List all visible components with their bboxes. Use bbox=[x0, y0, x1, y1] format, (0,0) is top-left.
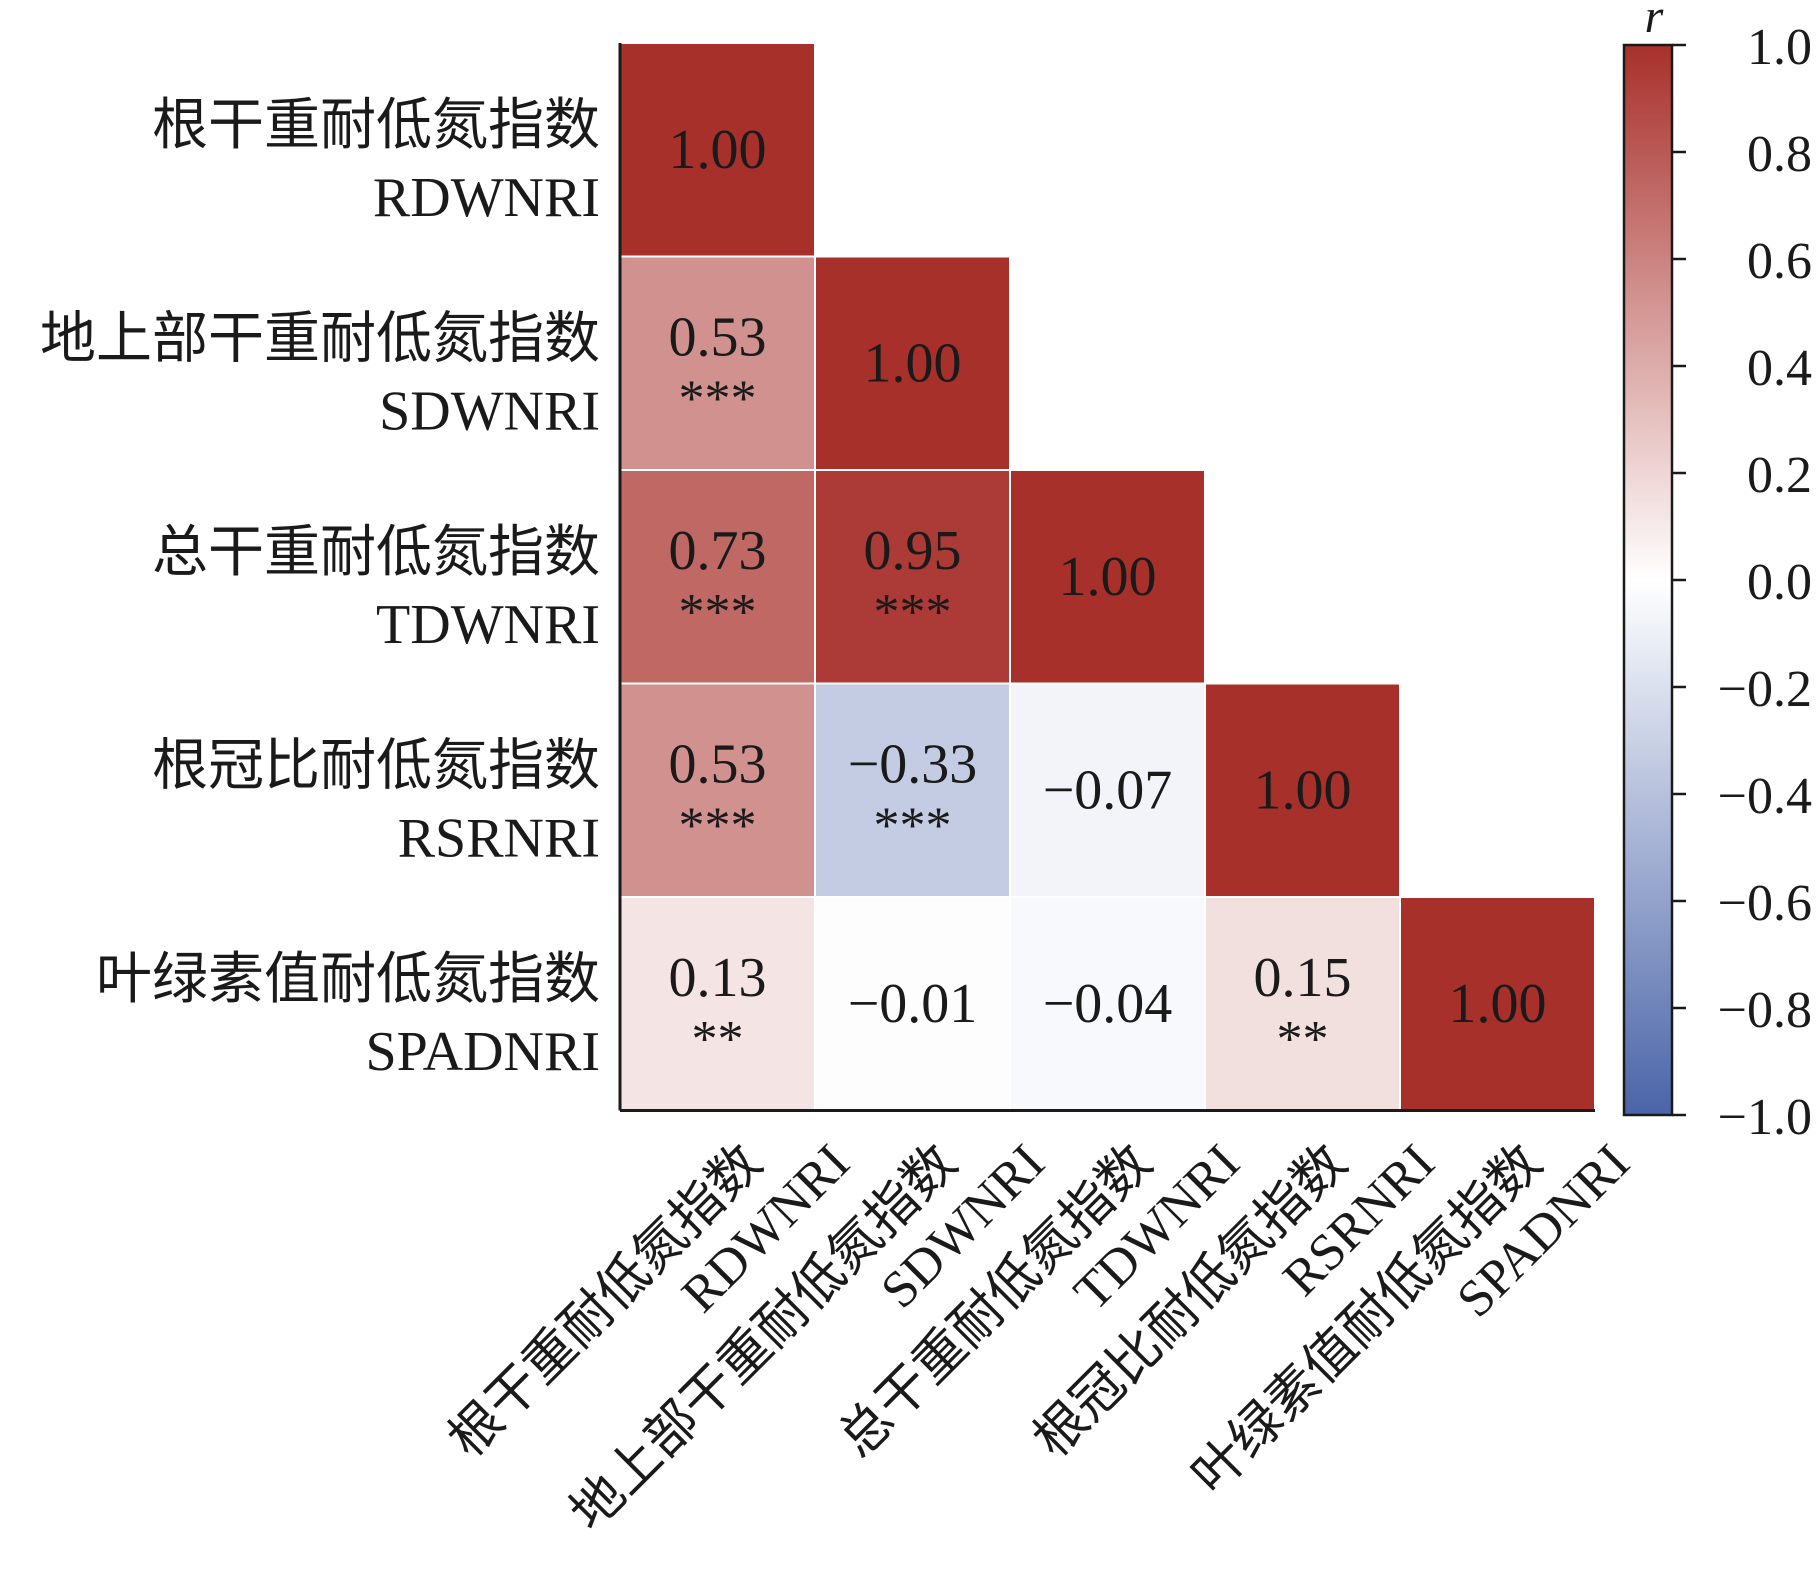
heatmap-cell bbox=[619, 42, 816, 258]
cell-value-label: 1.00 bbox=[864, 332, 962, 394]
significance-stars: *** bbox=[679, 370, 757, 427]
cell-value-label: −0.04 bbox=[1043, 973, 1173, 1035]
heatmap-cell bbox=[814, 469, 1011, 685]
heatmap-cell bbox=[619, 469, 816, 685]
cell-value-label: 1.00 bbox=[1059, 546, 1157, 608]
row-label-en: RSRNRI bbox=[398, 807, 600, 869]
colorbar-tick-label: 0.2 bbox=[1747, 447, 1812, 504]
heatmap-cell bbox=[619, 255, 816, 471]
row-label-zh: 根干重耐低氮指数 bbox=[152, 95, 600, 157]
cell-value-label: 1.00 bbox=[669, 119, 767, 181]
colorbar-tick-label: −0.6 bbox=[1718, 875, 1812, 932]
heatmap-cell bbox=[814, 896, 1011, 1112]
heatmap-cell bbox=[1009, 469, 1206, 685]
significance-stars: *** bbox=[679, 584, 757, 641]
heatmap-cell bbox=[814, 255, 1011, 471]
cell-value-label: 0.13 bbox=[669, 947, 767, 1009]
row-label-zh: 地上部干重耐低氮指数 bbox=[40, 308, 600, 370]
heatmap-cell bbox=[1204, 682, 1401, 898]
significance-stars: ** bbox=[692, 1011, 744, 1068]
row-label-zh: 叶绿素值耐低氮指数 bbox=[96, 949, 600, 1011]
heatmap-cell bbox=[1009, 896, 1206, 1112]
cell-value-label: −0.07 bbox=[1043, 759, 1173, 821]
significance-stars: *** bbox=[874, 797, 952, 854]
colorbar-tick-label: −0.8 bbox=[1718, 982, 1812, 1039]
cell-value-label: −0.33 bbox=[848, 733, 978, 795]
row-label-en: RDWNRI bbox=[373, 167, 600, 229]
heatmap-cell bbox=[814, 682, 1011, 898]
cell-value-label: 0.73 bbox=[669, 520, 767, 582]
cell-value-label: 0.53 bbox=[669, 733, 767, 795]
row-label-en: SDWNRI bbox=[379, 380, 600, 442]
significance-stars: ** bbox=[1277, 1011, 1329, 1068]
cell-value-label: −0.01 bbox=[848, 973, 978, 1035]
row-label-en: SPADNRI bbox=[366, 1021, 600, 1083]
colorbar-tick-label: 0.8 bbox=[1747, 126, 1812, 183]
row-label-en: TDWNRI bbox=[376, 594, 600, 656]
significance-stars: *** bbox=[679, 797, 757, 854]
cell-value-label: 0.15 bbox=[1254, 947, 1352, 1009]
colorbar-tick-label: −0.2 bbox=[1718, 661, 1812, 718]
colorbar-tick-label: −0.4 bbox=[1718, 768, 1812, 825]
cell-value-label: 0.53 bbox=[669, 306, 767, 368]
colorbar-tick-label: 1.0 bbox=[1747, 19, 1812, 76]
colorbar-tick-label: 0.0 bbox=[1747, 554, 1812, 611]
row-label-zh: 总干重耐低氮指数 bbox=[152, 522, 600, 584]
heatmap-cell bbox=[1399, 896, 1596, 1112]
cell-value-label: 1.00 bbox=[1254, 759, 1352, 821]
colorbar-title: r bbox=[1645, 0, 1664, 43]
cell-value-label: 1.00 bbox=[1449, 973, 1547, 1035]
cell-value-label: 0.95 bbox=[864, 520, 962, 582]
colorbar-tick-label: −1.0 bbox=[1718, 1089, 1812, 1146]
colorbar-tick-label: 0.4 bbox=[1747, 340, 1812, 397]
colorbar bbox=[1622, 43, 1674, 1117]
row-label-zh: 根冠比耐低氮指数 bbox=[152, 735, 600, 797]
colorbar-tick-label: 0.6 bbox=[1747, 233, 1812, 290]
significance-stars: *** bbox=[874, 584, 952, 641]
heatmap-cell bbox=[1204, 896, 1401, 1112]
